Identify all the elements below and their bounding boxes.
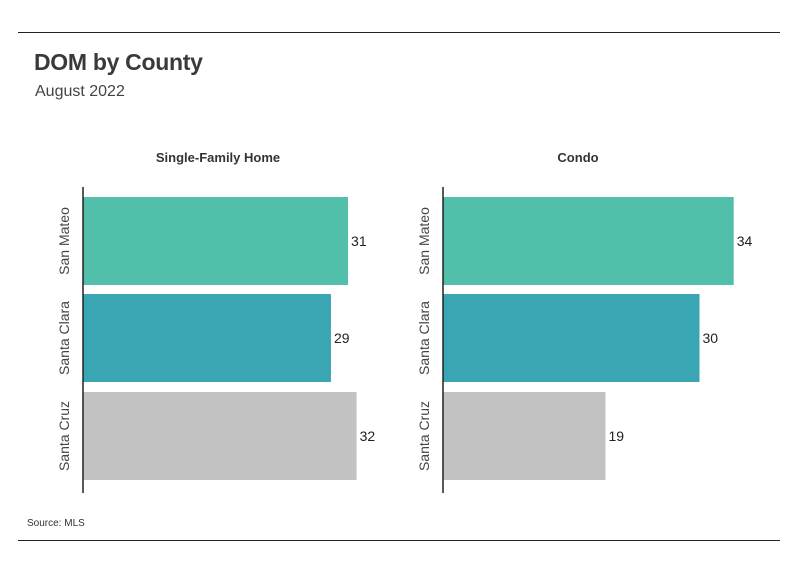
panel-title: Condo — [557, 150, 598, 165]
category-label-santa-cruz: Santa Cruz — [416, 401, 432, 471]
value-label-santa-clara: 30 — [703, 330, 719, 346]
top-rule — [18, 32, 780, 33]
bar-santa-cruz — [443, 392, 606, 480]
value-label-santa-clara: 29 — [334, 330, 350, 346]
bar-santa-clara — [83, 294, 331, 382]
value-label-santa-cruz: 19 — [608, 428, 624, 444]
category-label-san-mateo: San Mateo — [56, 207, 72, 275]
panel-condo: Condo 34 San Mateo 30 Santa Clara 19 Santa Cru… — [416, 150, 752, 493]
source-note: Source: MLS — [27, 518, 85, 529]
bar-san-mateo — [83, 197, 349, 285]
bottom-rule — [18, 540, 780, 541]
chart-subtitle: August 2022 — [35, 83, 125, 100]
chart-title: DOM by County — [34, 49, 203, 75]
category-label-santa-clara: Santa Clara — [416, 301, 432, 375]
value-label-san-mateo: 31 — [351, 233, 367, 249]
bar-san-mateo — [443, 197, 734, 285]
panel-title: Single-Family Home — [156, 150, 280, 165]
panel-single-family-home: Single-Family Home 31 San Mateo 29 Santa Cla… — [56, 150, 375, 493]
value-label-san-mateo: 34 — [737, 233, 753, 249]
value-label-santa-cruz: 32 — [360, 428, 376, 444]
bar-santa-clara — [443, 294, 700, 382]
category-label-san-mateo: San Mateo — [416, 207, 432, 275]
category-label-santa-cruz: Santa Cruz — [56, 401, 72, 471]
category-label-santa-clara: Santa Clara — [56, 301, 72, 375]
bar-santa-cruz — [83, 392, 357, 480]
